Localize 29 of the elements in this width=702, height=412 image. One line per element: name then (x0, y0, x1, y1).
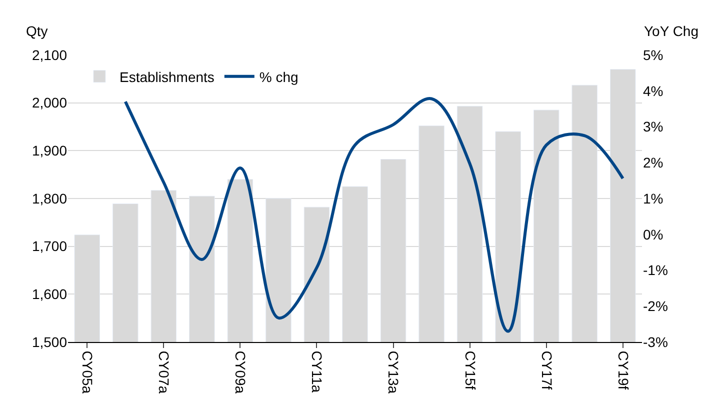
y-tick-label: 1,700 (32, 238, 68, 254)
y2-axis-title: YoY Chg (644, 23, 698, 39)
y-tick-label: 2,100 (32, 46, 68, 63)
y2-tick-label: -1% (643, 262, 668, 278)
x-tick-label: CY13a (386, 350, 402, 394)
y2-tick-label: 5% (643, 46, 664, 63)
y2-tick-label: 4% (643, 82, 664, 99)
y-tick-label: 1,600 (32, 286, 68, 302)
x-tick-label: CY15f (462, 350, 478, 390)
y-tick-label: 1,800 (32, 190, 68, 206)
x-tick-label: CY17f (538, 350, 555, 390)
y-tick-label: 1,500 (32, 334, 68, 350)
legend-label: Establishments (119, 68, 214, 85)
x-tick-label: CY09a (232, 350, 249, 394)
x-tick-label: CY11a (309, 350, 326, 393)
y-tick-label: 1,900 (32, 142, 68, 159)
y2-tick-label: 1% (643, 190, 664, 206)
x-tick-label: CY05a (80, 350, 96, 394)
line-series (124, 97, 624, 333)
legend-label: % chg (259, 68, 298, 85)
y-tick-label: 2,000 (32, 94, 68, 111)
y2-tick-label: 2% (643, 154, 664, 171)
x-tick-label: CY19f (615, 350, 632, 390)
y2-tick-label: 0% (643, 226, 664, 242)
y2-tick-label: -2% (643, 298, 668, 314)
y2-tick-label: -3% (643, 334, 668, 350)
x-tick-label: CY07a (156, 350, 172, 394)
y-axis-title: Qty (26, 23, 48, 39)
y2-tick-label: 3% (643, 118, 664, 135)
